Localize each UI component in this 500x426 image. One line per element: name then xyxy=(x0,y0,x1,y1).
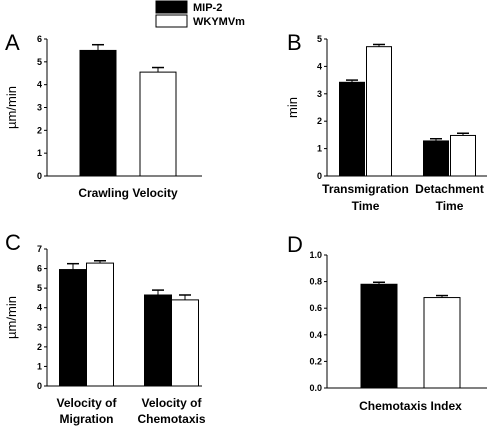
category-label: Time xyxy=(436,199,464,213)
category-label: Chemotaxis xyxy=(137,412,205,426)
y-tick-label: 1 xyxy=(37,361,42,371)
bar-wkymvm xyxy=(450,134,476,177)
panel-d: D 0.0 0.2 0.4 0.6 0.8 1.0 Chemotaxis Index xyxy=(287,232,487,413)
y-tick-label: 6 xyxy=(37,264,42,274)
panel-letter: A xyxy=(5,30,20,55)
legend: MIP-2 WKYMVm xyxy=(155,0,245,28)
y-tick-label: 5 xyxy=(37,283,42,293)
bar-mip-2 xyxy=(79,49,117,177)
category-label: Chemotaxis Index xyxy=(359,399,462,413)
y-tick-label: 2 xyxy=(37,125,42,135)
bar-wkymvm xyxy=(423,297,461,389)
y-tick-label: 3 xyxy=(37,322,42,332)
bar-wkymvm xyxy=(86,262,114,387)
panel-b: B 0 1 2 3 4 5 min Transmigration Time Detachment Ti… xyxy=(285,30,487,213)
y-tick-label: 2 xyxy=(317,116,322,126)
bar-wkymvm xyxy=(139,71,177,177)
legend-label-mip-2: MIP-2 xyxy=(193,2,222,14)
legend-swatch-mip-2 xyxy=(155,0,188,14)
y-axis-label: µm/min xyxy=(4,296,19,339)
y-tick-label: 3 xyxy=(37,103,42,113)
legend-swatch-wkymvm xyxy=(155,14,188,28)
y-tick-label: 0 xyxy=(37,171,42,181)
y-axis-label: µm/min xyxy=(4,86,19,129)
y-tick-label: 2 xyxy=(37,342,42,352)
category-label: Velocity of xyxy=(56,396,117,410)
y-tick-label: 4 xyxy=(317,61,322,71)
bar-mip-2 xyxy=(59,269,87,387)
y-tick-label: 5 xyxy=(37,57,42,67)
legend-label-wkymvm: WKYMVm xyxy=(193,16,245,28)
bar-mip-2 xyxy=(144,294,172,387)
category-label: Velocity of xyxy=(141,396,202,410)
panel-c: C 0 1 2 3 4 5 6 7 µm/min Velocity of Migration Veloc… xyxy=(4,230,206,426)
bar-wkymvm xyxy=(366,46,392,177)
y-tick-label: 4 xyxy=(37,303,42,313)
y-tick-label: 0.0 xyxy=(309,383,322,393)
y-tick-label: 3 xyxy=(317,89,322,99)
y-tick-label: 5 xyxy=(317,34,322,44)
y-tick-label: 0 xyxy=(317,171,322,181)
y-tick-label: 0 xyxy=(37,381,42,391)
y-axis-label: min xyxy=(285,97,300,118)
y-tick-label: 4 xyxy=(37,80,42,90)
y-tick-label: 7 xyxy=(37,244,42,254)
bar-mip-2 xyxy=(423,140,449,177)
y-tick-label: 0.2 xyxy=(309,356,322,366)
y-tick-label: 0.4 xyxy=(309,330,322,340)
bar-mip-2 xyxy=(339,81,365,177)
panel-letter: B xyxy=(287,30,302,55)
panel-letter: C xyxy=(5,230,21,255)
category-label: Migration xyxy=(60,412,114,426)
bar-wkymvm xyxy=(171,299,199,387)
panel-a: A 0 1 2 3 4 5 6 µm/min Crawling Velocity xyxy=(4,30,202,200)
y-tick-label: 1.0 xyxy=(309,250,322,260)
y-tick-label: 0.6 xyxy=(309,303,322,313)
category-label: Crawling Velocity xyxy=(78,186,178,200)
category-label: Time xyxy=(352,199,380,213)
category-label: Detachment xyxy=(415,182,484,196)
panel-letter: D xyxy=(287,232,303,257)
category-label: Transmigration xyxy=(322,182,409,196)
y-tick-label: 6 xyxy=(37,34,42,44)
bar-mip-2 xyxy=(360,283,398,389)
y-tick-label: 1 xyxy=(317,144,322,154)
y-tick-label: 1 xyxy=(37,148,42,158)
y-tick-label: 0.8 xyxy=(309,277,322,287)
